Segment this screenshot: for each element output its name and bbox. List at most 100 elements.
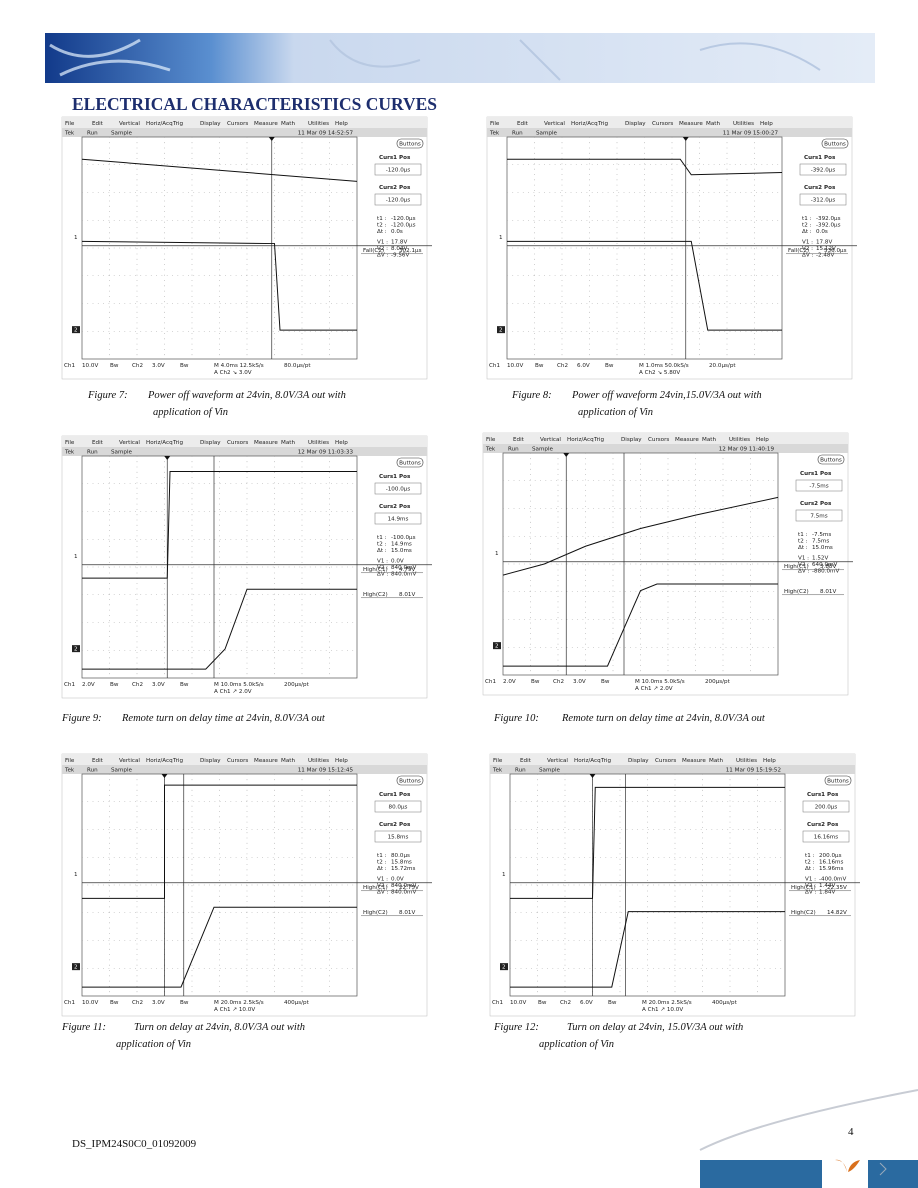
menu-item: Help xyxy=(760,121,773,127)
bottom-readout: M 20.0ms 2.5kS/s xyxy=(214,1000,264,1006)
menu-item: File xyxy=(65,758,75,764)
trigger-marker xyxy=(161,774,168,778)
menu-item: Vertical xyxy=(119,758,140,764)
menu-item: Utilities xyxy=(736,758,757,764)
graticule xyxy=(81,455,358,679)
menu-item: Trig xyxy=(593,437,604,443)
reading-label: t1 : xyxy=(805,853,815,859)
bottom-readout: A Ch2 ↘ 3.0V xyxy=(214,370,252,376)
reading-label: V1 : xyxy=(377,559,388,565)
scope-screenshot: File Edit Vertical Horiz/Acq Trig Display Curs… xyxy=(486,116,857,380)
cursor-value: 15.8ms xyxy=(388,835,409,841)
status-text: Sample xyxy=(536,131,558,137)
menu-item: Math xyxy=(281,121,295,127)
cursor-value: 16.16ms xyxy=(814,835,838,841)
figure-label: Figure 8: xyxy=(511,390,552,401)
status-bar xyxy=(62,765,427,774)
menu-item: Horiz/Acq xyxy=(146,121,173,127)
bottom-readout: M 10.0ms 5.0kS/s xyxy=(214,682,264,688)
figure-caption: Power off waveform at 24vin, 8.0V/3A out… xyxy=(147,390,346,401)
menu-bar xyxy=(490,754,855,765)
status-text: Tek xyxy=(64,450,75,456)
banner-shapes xyxy=(329,39,821,81)
measure-label: High(C1) xyxy=(363,567,388,573)
bottom-readout: Bw xyxy=(110,1000,119,1006)
reading-value: 15.0ms xyxy=(812,545,833,551)
status-text: Run xyxy=(87,450,98,456)
measure-value: 4.79V xyxy=(399,567,415,573)
waveform xyxy=(82,906,357,988)
bottom-readout: 80.0µs/pt xyxy=(284,363,311,369)
bottom-readout: Ch1 xyxy=(64,363,75,369)
bottom-readout: Ch1 xyxy=(64,682,75,688)
status-text: Sample xyxy=(111,131,133,137)
bottom-readout: Ch2 xyxy=(132,1000,143,1006)
reading-value: -392.0µs xyxy=(816,216,841,222)
reading-value: 7.5ms xyxy=(812,539,829,545)
channel-marker: 2 xyxy=(495,644,499,650)
figure-caption: Remote turn on delay time at 24vin, 8.0V… xyxy=(561,713,766,724)
reading-value: 15.12V xyxy=(816,246,836,252)
reading-label: t1 : xyxy=(798,532,808,538)
bottom-readout: A Ch1 ↗ 2.0V xyxy=(214,689,252,695)
bottom-readout: Bw xyxy=(535,363,544,369)
menu-item: Cursors xyxy=(652,121,673,127)
cursor-value-box xyxy=(795,479,843,492)
reading-value: -120.0µs xyxy=(391,223,416,229)
bottom-readout: Bw xyxy=(180,363,189,369)
bottom-readout: 3.0V xyxy=(152,1000,165,1006)
menu-item: File xyxy=(490,121,500,127)
menu-bar xyxy=(483,433,848,444)
menu-item: Edit xyxy=(92,440,104,446)
bottom-readout: Bw xyxy=(110,363,119,369)
cursor-value: -392.0µs xyxy=(811,168,836,174)
waveform xyxy=(81,240,357,331)
page-title: ELECTRICAL CHARACTERISTICS CURVES xyxy=(72,94,437,114)
reading-value: 840.0mV xyxy=(391,890,416,896)
status-bar xyxy=(483,444,848,453)
figure-caption: Turn on delay at 24vin, 15.0V/3A out wit… xyxy=(567,1022,743,1033)
channel-marker-box xyxy=(72,645,80,653)
menu-item: Edit xyxy=(517,121,529,127)
menu-item: Cursors xyxy=(227,121,248,127)
menu-item: Measure xyxy=(254,121,278,127)
status-time: 11 Mar 09 14:52:57 xyxy=(298,131,354,137)
buttons-box xyxy=(824,775,852,786)
reading-label: Δt : xyxy=(377,548,387,554)
buttons-box xyxy=(821,138,849,149)
menu-item: File xyxy=(65,121,75,127)
buttons-box xyxy=(396,457,424,468)
footer-bar xyxy=(700,1160,918,1188)
channel-marker: 2 xyxy=(499,328,503,334)
reading-label: Δt : xyxy=(805,866,815,872)
reading-label: t1 : xyxy=(802,216,812,222)
menu-item: Cursors xyxy=(227,758,248,764)
menu-item: Measure xyxy=(675,437,699,443)
status-text: Tek xyxy=(64,131,75,137)
channel-marker: 2 xyxy=(74,647,78,653)
bottom-readout: 10.0V xyxy=(82,1000,98,1006)
bottom-readout: Bw xyxy=(608,1000,617,1006)
waveform xyxy=(503,583,778,667)
measure-label: High(C2) xyxy=(791,910,816,916)
scope-screenshot: File Edit Vertical Horiz/Acq Trig Display Curs… xyxy=(61,435,432,699)
channel-marker: 1 xyxy=(502,872,506,878)
cursor-label: Curs2 Pos xyxy=(800,501,832,507)
cursor-value: 7.5ms xyxy=(810,514,827,520)
reading-value: -392.0µs xyxy=(816,223,841,229)
measure-label: High(C1) xyxy=(791,885,816,891)
cursor-value-box xyxy=(374,163,422,176)
menu-item: Cursors xyxy=(655,758,676,764)
figure-caption: application of Vin xyxy=(116,1039,191,1050)
bottom-readout: Ch1 xyxy=(485,679,496,685)
reading-label: ΔV : xyxy=(377,253,388,259)
reading-value: 14.9ms xyxy=(391,542,412,548)
status-time: 11 Mar 09 15:19:52 xyxy=(726,768,781,774)
bottom-readout: 3.0V xyxy=(152,682,165,688)
buttons-box xyxy=(396,138,424,149)
menu-item: Display xyxy=(200,440,221,446)
bottom-readout: 200µs/pt xyxy=(705,679,731,685)
status-bar xyxy=(62,128,427,137)
status-time: 11 Mar 09 15:12:45 xyxy=(298,768,354,774)
channel-marker: 1 xyxy=(495,551,499,557)
